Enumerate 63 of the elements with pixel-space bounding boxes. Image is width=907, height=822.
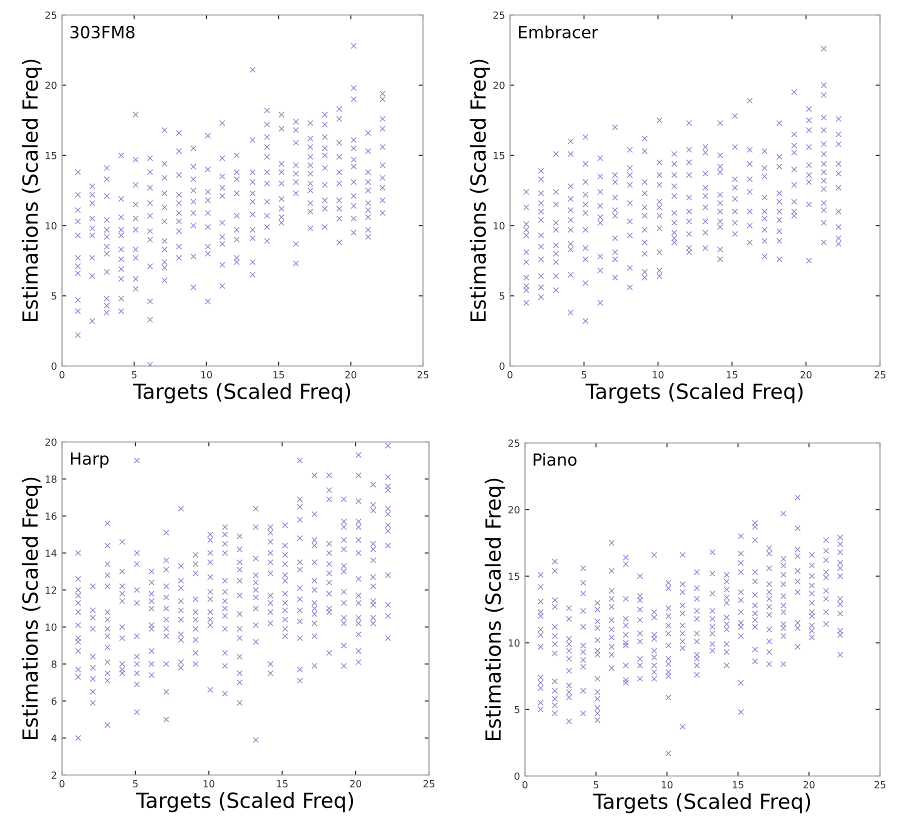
x-tick-label: 15 — [277, 780, 288, 788]
y-axis-title: Estimations (Scaled Freq) — [470, 60, 490, 322]
y-tick-label: 10 — [46, 222, 56, 230]
y-tick-label: 5 — [500, 292, 504, 300]
y-tick-label: 6 — [52, 697, 57, 705]
x-tick-label: 15 — [273, 371, 284, 378]
text: Harp — [70, 452, 109, 468]
y-axis-title: Estimations (Scaled Freq) — [22, 60, 42, 322]
y-tick-label: 25 — [508, 439, 520, 447]
x-tick-label: 5 — [132, 371, 136, 378]
x-tick-label: 0 — [60, 371, 64, 378]
x-tick-label: 5 — [133, 780, 138, 788]
x-tick-label: 15 — [726, 371, 738, 378]
x-tick-label: 25 — [418, 371, 428, 378]
x-tick-label: 25 — [874, 371, 886, 378]
y-tick-label: 14 — [46, 550, 57, 557]
y-tick-label: 8 — [52, 660, 56, 668]
y-tick-label: 20 — [45, 438, 56, 446]
x-tick-label: 10 — [662, 781, 673, 788]
y-tick-label: 4 — [51, 734, 57, 742]
y-tick-label: 16 — [46, 512, 57, 520]
x-axis-title: Targets (Scaled Freq) — [586, 383, 803, 404]
y-tick-label: 10 — [494, 222, 504, 230]
x-tick-label: 5 — [594, 781, 598, 788]
y-tick-label: 0 — [500, 362, 504, 370]
y-tick-label: 12 — [46, 586, 56, 594]
y-tick-label: 25 — [45, 11, 56, 19]
y-axis-title: Estimations (Scaled Freq) — [484, 478, 505, 740]
x-tick-label: 25 — [424, 780, 434, 788]
y-tick-label: 10 — [508, 639, 520, 647]
y-tick-label: 10 — [46, 623, 56, 631]
chart-title: Piano — [534, 452, 576, 466]
y-tick-label: 0 — [52, 362, 56, 370]
y-axis-title: Estimations (Scaled Freq) — [22, 478, 42, 740]
y-tick-label: 5 — [52, 292, 56, 300]
x-tick-label: 10 — [201, 371, 212, 378]
x-tick-label: 20 — [800, 371, 812, 378]
x-tick-label: 0 — [60, 780, 64, 788]
y-tick-label: 2 — [52, 771, 56, 779]
x-tick-label: 10 — [652, 371, 664, 378]
x-tick-label: 10 — [204, 780, 214, 788]
text: 303FM8 — [70, 26, 134, 38]
y-tick-label: 5 — [514, 706, 520, 714]
x-tick-label: 5 — [582, 371, 586, 378]
y-tick-label: 20 — [493, 82, 504, 90]
y-tick-label: 15 — [508, 572, 520, 580]
x-tick-label: 20 — [345, 371, 356, 378]
y-tick-label: 25 — [493, 11, 504, 19]
x-tick-label: 15 — [732, 781, 744, 788]
x-tick-label: 20 — [350, 780, 362, 788]
y-tick-label: 15 — [494, 152, 504, 160]
x-axis-title: Targets (Scaled Freq) — [593, 793, 810, 814]
y-tick-label: 0 — [514, 772, 520, 780]
x-axis-title: Targets (Scaled Freq) — [136, 792, 354, 812]
x-tick-label: 0 — [522, 781, 528, 788]
x-tick-label: 25 — [874, 781, 886, 788]
y-tick-label: 15 — [46, 152, 56, 160]
y-tick-label: 20 — [508, 506, 520, 514]
x-tick-label: 20 — [804, 781, 815, 788]
x-axis-title: Targets (Scaled Freq) — [133, 383, 350, 404]
y-tick-label: 20 — [45, 82, 56, 90]
text: Embracer — [519, 26, 598, 38]
y-tick-label: 18 — [46, 475, 56, 483]
